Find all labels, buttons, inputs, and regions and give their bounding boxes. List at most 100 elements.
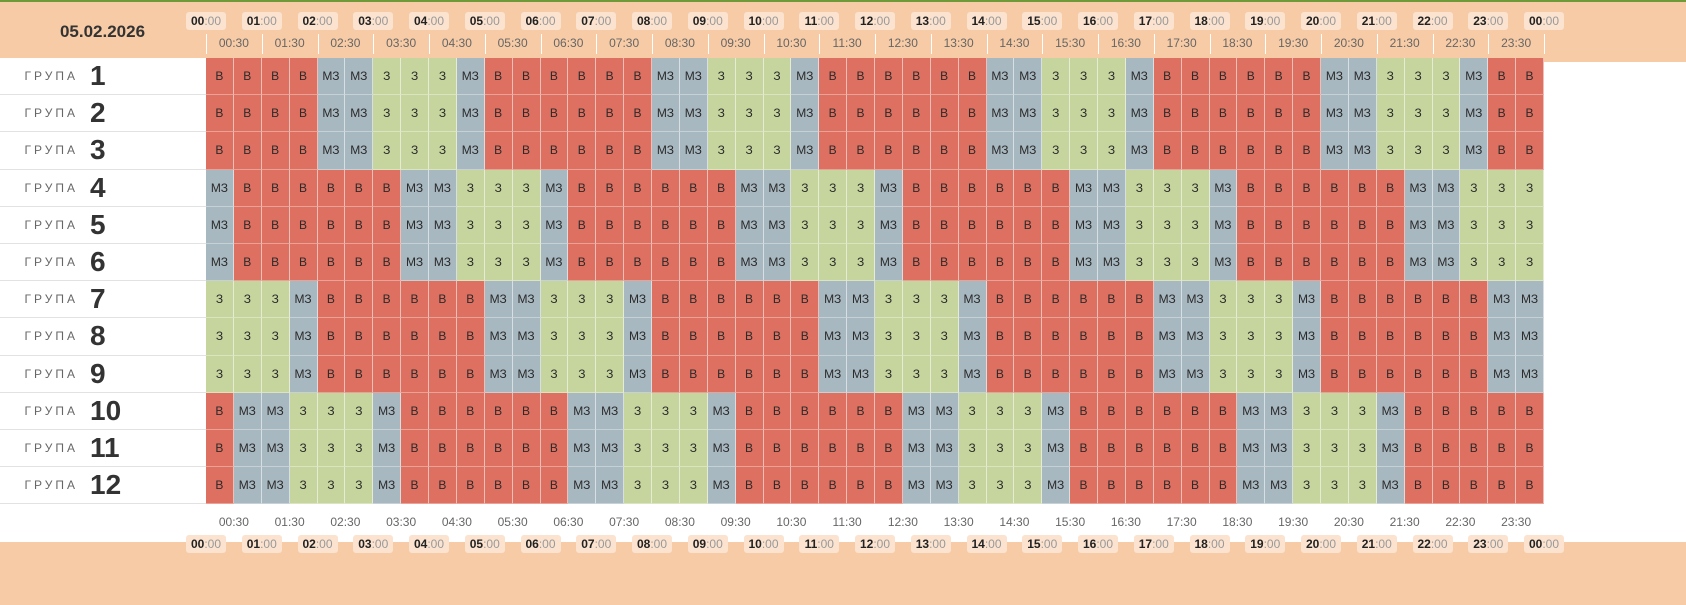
schedule-cell[interactable]: В: [1321, 281, 1349, 319]
schedule-cell[interactable]: МЗ: [596, 467, 625, 505]
schedule-cell[interactable]: В: [902, 58, 931, 96]
schedule-cell[interactable]: З: [512, 244, 541, 282]
schedule-cell[interactable]: З: [1460, 206, 1489, 244]
schedule-cell[interactable]: В: [624, 169, 652, 207]
schedule-cell[interactable]: В: [958, 169, 987, 207]
schedule-cell[interactable]: МЗ: [512, 318, 541, 356]
schedule-cell[interactable]: В: [1209, 58, 1238, 96]
schedule-cell[interactable]: В: [958, 132, 987, 170]
schedule-cell[interactable]: З: [1237, 281, 1266, 319]
schedule-cell[interactable]: В: [206, 430, 234, 468]
schedule-cell[interactable]: В: [512, 392, 541, 430]
schedule-cell[interactable]: В: [1404, 430, 1433, 468]
schedule-cell[interactable]: В: [456, 281, 485, 319]
schedule-cell[interactable]: В: [1460, 430, 1489, 468]
schedule-cell[interactable]: В: [735, 392, 764, 430]
schedule-cell[interactable]: МЗ: [735, 169, 764, 207]
schedule-cell[interactable]: З: [1265, 355, 1294, 393]
schedule-cell[interactable]: З: [401, 58, 429, 96]
schedule-cell[interactable]: В: [206, 467, 234, 505]
schedule-cell[interactable]: МЗ: [735, 206, 764, 244]
schedule-cell[interactable]: В: [986, 318, 1015, 356]
schedule-cell[interactable]: З: [1348, 392, 1377, 430]
schedule-cell[interactable]: МЗ: [345, 95, 374, 133]
schedule-cell[interactable]: МЗ: [1460, 132, 1489, 170]
schedule-cell[interactable]: В: [206, 132, 234, 170]
schedule-cell[interactable]: МЗ: [206, 169, 234, 207]
schedule-cell[interactable]: З: [289, 467, 318, 505]
schedule-cell[interactable]: В: [819, 95, 848, 133]
schedule-cell[interactable]: З: [401, 132, 429, 170]
schedule-cell[interactable]: В: [1237, 58, 1266, 96]
schedule-cell[interactable]: МЗ: [540, 169, 569, 207]
schedule-cell[interactable]: В: [763, 430, 792, 468]
schedule-cell[interactable]: В: [1516, 430, 1544, 468]
schedule-cell[interactable]: З: [345, 467, 374, 505]
schedule-cell[interactable]: В: [847, 467, 875, 505]
schedule-cell[interactable]: З: [512, 206, 541, 244]
schedule-cell[interactable]: МЗ: [1181, 318, 1210, 356]
schedule-cell[interactable]: В: [1209, 132, 1238, 170]
schedule-cell[interactable]: З: [1488, 206, 1517, 244]
schedule-cell[interactable]: МЗ: [624, 281, 652, 319]
schedule-cell[interactable]: В: [512, 95, 541, 133]
schedule-cell[interactable]: З: [791, 244, 820, 282]
schedule-cell[interactable]: З: [233, 355, 262, 393]
schedule-cell[interactable]: В: [624, 206, 652, 244]
schedule-cell[interactable]: МЗ: [1042, 392, 1071, 430]
schedule-cell[interactable]: В: [1265, 169, 1294, 207]
schedule-cell[interactable]: В: [1125, 281, 1154, 319]
schedule-cell[interactable]: З: [624, 392, 652, 430]
schedule-cell[interactable]: В: [1488, 58, 1517, 96]
schedule-cell[interactable]: МЗ: [1265, 430, 1294, 468]
schedule-cell[interactable]: В: [289, 132, 318, 170]
schedule-cell[interactable]: В: [1125, 392, 1154, 430]
schedule-cell[interactable]: В: [1042, 169, 1071, 207]
schedule-cell[interactable]: МЗ: [373, 392, 402, 430]
schedule-cell[interactable]: В: [1209, 430, 1238, 468]
schedule-cell[interactable]: В: [373, 281, 402, 319]
schedule-cell[interactable]: З: [679, 467, 708, 505]
schedule-cell[interactable]: З: [652, 392, 680, 430]
schedule-cell[interactable]: В: [1181, 467, 1210, 505]
schedule-cell[interactable]: З: [847, 244, 875, 282]
schedule-cell[interactable]: З: [847, 169, 875, 207]
schedule-cell[interactable]: В: [1293, 58, 1321, 96]
schedule-cell[interactable]: В: [1237, 169, 1266, 207]
schedule-cell[interactable]: В: [261, 206, 290, 244]
schedule-cell[interactable]: МЗ: [902, 430, 931, 468]
schedule-cell[interactable]: В: [652, 244, 680, 282]
schedule-cell[interactable]: В: [373, 318, 402, 356]
schedule-cell[interactable]: В: [1348, 281, 1377, 319]
schedule-cell[interactable]: З: [456, 169, 485, 207]
schedule-cell[interactable]: В: [289, 58, 318, 96]
schedule-cell[interactable]: МЗ: [289, 281, 318, 319]
schedule-cell[interactable]: В: [930, 132, 959, 170]
schedule-cell[interactable]: З: [206, 318, 234, 356]
schedule-cell[interactable]: З: [261, 281, 290, 319]
schedule-cell[interactable]: З: [1321, 467, 1349, 505]
schedule-cell[interactable]: З: [1209, 281, 1238, 319]
schedule-cell[interactable]: З: [1070, 58, 1098, 96]
schedule-cell[interactable]: В: [596, 244, 625, 282]
schedule-cell[interactable]: В: [819, 392, 848, 430]
schedule-cell[interactable]: З: [791, 169, 820, 207]
schedule-cell[interactable]: В: [902, 206, 931, 244]
schedule-cell[interactable]: З: [986, 392, 1015, 430]
schedule-cell[interactable]: В: [679, 244, 708, 282]
schedule-cell[interactable]: З: [1516, 206, 1544, 244]
schedule-cell[interactable]: В: [373, 169, 402, 207]
schedule-cell[interactable]: З: [1209, 355, 1238, 393]
schedule-cell[interactable]: МЗ: [261, 430, 290, 468]
schedule-cell[interactable]: З: [512, 169, 541, 207]
schedule-cell[interactable]: З: [206, 281, 234, 319]
schedule-cell[interactable]: З: [1237, 318, 1266, 356]
schedule-cell[interactable]: МЗ: [512, 281, 541, 319]
schedule-cell[interactable]: В: [345, 244, 374, 282]
schedule-cell[interactable]: В: [819, 132, 848, 170]
schedule-cell[interactable]: В: [345, 206, 374, 244]
schedule-cell[interactable]: МЗ: [317, 132, 346, 170]
schedule-cell[interactable]: З: [429, 58, 457, 96]
schedule-cell[interactable]: В: [429, 318, 457, 356]
schedule-cell[interactable]: В: [1293, 244, 1321, 282]
